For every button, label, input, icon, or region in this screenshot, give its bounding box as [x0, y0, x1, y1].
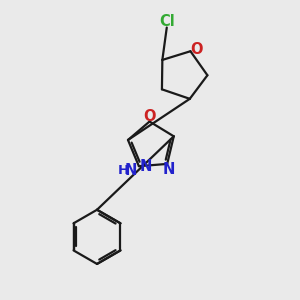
Text: N: N [139, 159, 152, 174]
Text: O: O [143, 109, 156, 124]
Text: O: O [191, 42, 203, 57]
Text: Cl: Cl [159, 14, 175, 28]
Text: N: N [125, 163, 137, 178]
Text: H: H [118, 164, 129, 177]
Text: N: N [163, 162, 175, 177]
